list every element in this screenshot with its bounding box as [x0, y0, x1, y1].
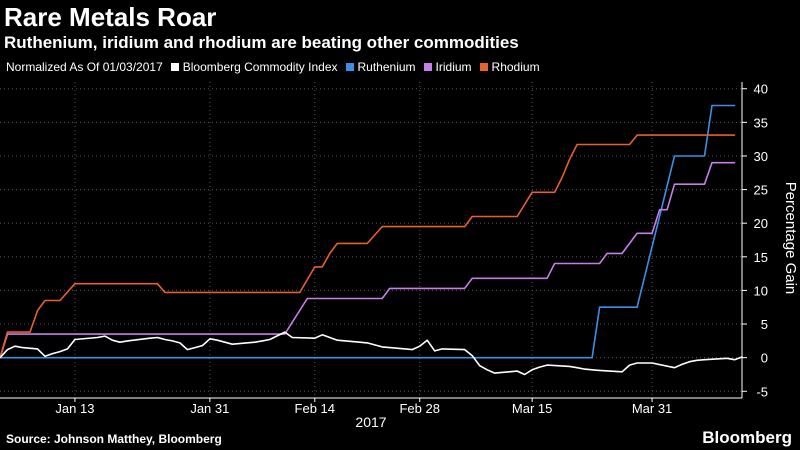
chart-legend: Normalized As Of 01/03/2017 Bloomberg Co…: [6, 60, 540, 74]
iridium-line: [0, 161, 736, 359]
y-tick-label: 20: [754, 216, 768, 231]
x-tick-label: Feb 28: [399, 401, 439, 416]
legend-label-iridium: Iridium: [435, 60, 472, 74]
bloomberg-logo: Bloomberg: [702, 428, 792, 447]
rhodium-line: [0, 134, 736, 359]
series-layer: [0, 104, 743, 376]
bcom-line: [0, 331, 743, 376]
legend-swatch-iridium: [423, 63, 432, 71]
legend-label-ruthenium: Ruthenium: [357, 60, 416, 74]
y-tick-label: 15: [754, 250, 768, 265]
y-tick-label: 0: [761, 351, 768, 366]
y-tick-label: 5: [761, 317, 768, 332]
legend-normalization-note: Normalized As Of 01/03/2017: [6, 60, 163, 74]
legend-item-bcom: Bloomberg Commodity Index: [170, 60, 338, 74]
legend-label-bcom: Bloomberg Commodity Index: [182, 60, 338, 74]
legend-item-ruthenium: Ruthenium: [345, 60, 416, 74]
y-tick-label: 35: [754, 115, 768, 130]
legend-swatch-rhodium: [479, 63, 488, 71]
legend-item-rhodium: Rhodium: [479, 60, 540, 74]
x-tick-label: Jan 13: [55, 401, 94, 416]
x-tick-label: Jan 31: [190, 401, 229, 416]
legend-item-iridium: Iridium: [423, 60, 472, 74]
axis-layer: -5 0 5 10 15 20 25 30 35 40 Jan 13 Jan 31 Feb 14 Feb …: [0, 82, 768, 416]
source-note: Source: Johnson Matthey, Bloomberg: [6, 432, 222, 446]
x-axis-year-label: 2017: [355, 414, 386, 430]
y-tick-label: 40: [754, 82, 768, 97]
chart-subtitle: Ruthenium, iridium and rhodium are beati…: [4, 33, 519, 52]
y-tick-label: -5: [756, 384, 768, 399]
legend-swatch-ruthenium: [345, 63, 354, 71]
legend-swatch-bcom: [170, 63, 179, 71]
y-tick-label: 25: [754, 183, 768, 198]
chart-title: Rare Metals Roar: [4, 2, 217, 32]
y-tick-label: 30: [754, 149, 768, 164]
y-tick-label: 10: [754, 283, 768, 298]
x-tick-label: Mar 31: [632, 401, 672, 416]
x-tick-label: Feb 14: [295, 401, 335, 416]
ruthenium-line: [0, 104, 736, 359]
y-axis-title: Percentage Gain: [782, 182, 799, 295]
legend-label-rhodium: Rhodium: [491, 60, 540, 74]
x-tick-label: Mar 15: [512, 401, 552, 416]
